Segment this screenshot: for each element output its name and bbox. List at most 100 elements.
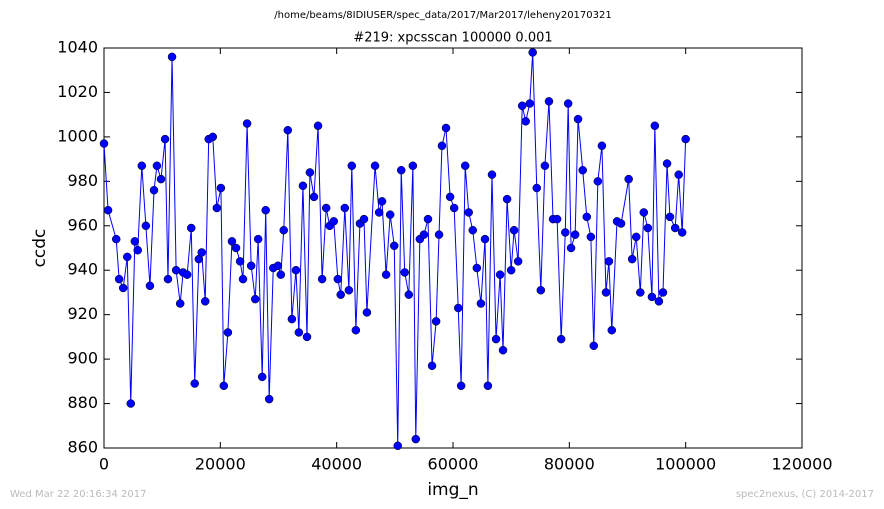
data-point	[223, 328, 233, 337]
data-point	[453, 303, 463, 313]
footer-credit: spec2nexus, (C) 2014-2017	[736, 489, 874, 500]
y-tick-label: 900	[67, 349, 98, 368]
data-point	[279, 225, 288, 235]
data-point	[445, 192, 455, 202]
data-point	[411, 434, 421, 444]
data-point	[182, 270, 192, 279]
data-point	[130, 237, 140, 246]
data-point	[491, 334, 501, 344]
data-point	[309, 192, 319, 202]
data-point	[242, 119, 252, 128]
y-axis-label: ccdc	[30, 229, 50, 268]
data-point	[200, 297, 210, 306]
data-point	[427, 361, 437, 371]
data-point	[495, 270, 505, 279]
data-point	[235, 257, 245, 266]
y-tick-label: 960	[67, 215, 98, 234]
data-point	[480, 234, 490, 244]
data-point	[216, 183, 226, 193]
data-point	[212, 203, 222, 213]
data-point	[456, 381, 466, 391]
suptitle: /home/beams/8IDIUSER/spec_data/2017/Mar2…	[274, 10, 611, 21]
data-point	[654, 297, 664, 306]
data-point	[283, 125, 293, 135]
data-point	[670, 223, 680, 233]
data-point	[540, 161, 550, 171]
data-point	[521, 117, 530, 126]
y-tick-label: 1020	[57, 82, 98, 101]
y-tick-label: 940	[67, 260, 98, 279]
x-tick-label: 40000	[311, 455, 362, 474]
data-point	[517, 101, 527, 111]
y-tick-label: 980	[67, 171, 98, 190]
data-point	[381, 270, 391, 279]
x-axis-label: img_n	[427, 480, 478, 500]
data-point	[556, 334, 566, 344]
data-point	[593, 177, 603, 186]
data-point	[536, 285, 546, 295]
data-point	[123, 252, 132, 262]
data-point	[525, 99, 535, 108]
data-point	[589, 341, 599, 351]
data-point	[362, 308, 372, 317]
data-point	[404, 290, 414, 299]
data-point	[141, 221, 151, 231]
data-point	[351, 325, 361, 335]
data-point	[396, 165, 406, 175]
data-point	[187, 223, 196, 233]
x-tick-label: 60000	[428, 455, 479, 474]
data-point	[374, 208, 384, 217]
x-tick-label: 100000	[655, 455, 716, 474]
data-point	[601, 288, 611, 297]
data-point	[506, 265, 516, 275]
data-point	[329, 217, 339, 226]
data-point	[321, 203, 331, 213]
data-point	[662, 159, 672, 168]
y-tick-label: 1040	[57, 38, 98, 57]
data-point	[377, 197, 387, 206]
data-point	[111, 234, 121, 244]
data-point	[513, 257, 523, 266]
data-point	[264, 394, 274, 404]
footer-date: Wed Mar 22 20:16:34 2017	[10, 489, 146, 500]
data-point	[570, 230, 580, 239]
data-point	[250, 294, 260, 304]
data-point	[208, 132, 218, 142]
data-point	[167, 52, 177, 62]
data-point	[437, 141, 447, 151]
data-point	[586, 232, 596, 242]
data-point	[434, 230, 444, 239]
data-point	[305, 168, 315, 177]
data-point	[431, 317, 441, 326]
data-point	[681, 134, 690, 144]
data-point	[133, 245, 142, 255]
data-point	[476, 299, 486, 308]
data-point	[400, 268, 409, 277]
data-point	[149, 185, 159, 195]
data-point	[114, 274, 124, 284]
data-point	[532, 183, 542, 193]
data-point	[441, 123, 451, 133]
data-point	[175, 299, 185, 308]
data-point	[317, 274, 327, 284]
data-point	[498, 345, 508, 355]
data-point	[509, 225, 519, 235]
data-point	[658, 288, 668, 297]
y-tick-label: 860	[67, 438, 98, 457]
data-point	[253, 234, 263, 244]
data-point	[333, 274, 343, 284]
data-point	[468, 225, 478, 235]
data-point	[563, 99, 573, 108]
data-point	[552, 214, 562, 224]
data-point	[344, 285, 354, 295]
data-point	[460, 161, 470, 171]
data-point	[487, 170, 497, 179]
data-point	[137, 161, 147, 171]
data-point	[607, 325, 617, 335]
data-point	[502, 194, 512, 204]
data-point	[246, 261, 256, 271]
data-point	[636, 288, 645, 297]
data-point	[627, 254, 637, 264]
